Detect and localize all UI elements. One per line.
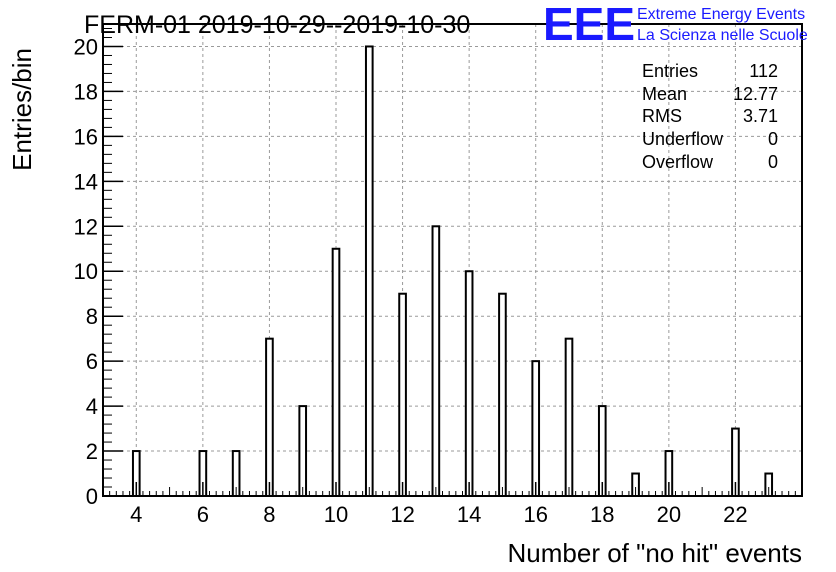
logo-line-1: Extreme Energy Events: [637, 6, 805, 23]
y-axis-title: Entries/bin: [7, 48, 37, 171]
histogram-bars: [131, 45, 774, 498]
y-tick-label: 2: [86, 439, 98, 464]
x-tick-label: 20: [657, 502, 681, 527]
stats-box: Entries 112 Mean 12.77 RMS 3.71 Underflo…: [642, 61, 778, 172]
histogram-bar: [531, 360, 541, 497]
plot-frame: [102, 23, 803, 497]
x-tick-label: 12: [390, 502, 414, 527]
y-tick-label: 20: [74, 34, 98, 59]
x-tick-label: 22: [723, 502, 747, 527]
stat-value-underflow: 0: [768, 129, 778, 149]
x-tick-label: 4: [130, 502, 142, 527]
y-tick-label: 0: [86, 484, 98, 509]
stat-label-mean: Mean: [642, 84, 687, 104]
axis-ticks: [102, 27, 796, 497]
stat-label-entries: Entries: [642, 61, 698, 81]
stat-label-rms: RMS: [642, 106, 682, 126]
y-tick-label: 14: [74, 169, 98, 194]
y-tick-label: 8: [86, 304, 98, 329]
y-tick-label: 16: [74, 124, 98, 149]
histogram-bar: [364, 45, 374, 497]
stat-value-entries: 112: [749, 61, 778, 81]
x-tick-label: 18: [590, 502, 614, 527]
logo-mark: EEE: [543, 0, 635, 50]
stat-value-overflow: 0: [768, 152, 778, 172]
histogram-bar: [298, 405, 308, 498]
logo-line-2: La Scienza nelle Scuole: [637, 27, 808, 44]
histogram-bar: [331, 247, 341, 497]
stat-label-overflow: Overflow: [642, 152, 714, 172]
y-tick-label: 18: [74, 79, 98, 104]
x-tick-label: 6: [197, 502, 209, 527]
stat-value-mean: 12.77: [733, 84, 778, 104]
y-tick-label: 12: [74, 214, 98, 239]
y-tick-label: 4: [86, 394, 98, 419]
histogram-bar: [498, 292, 507, 498]
y-tick-label: 10: [74, 259, 98, 284]
y-tick-label: 6: [86, 349, 98, 374]
x-axis-title: Number of "no hit" events: [508, 538, 803, 568]
histogram-bar: [431, 225, 441, 498]
histogram-bar: [398, 292, 407, 498]
stat-label-underflow: Underflow: [642, 129, 724, 149]
x-tick-label: 16: [523, 502, 547, 527]
grid: [103, 24, 802, 496]
x-tick-label: 8: [263, 502, 275, 527]
histogram-bar: [564, 337, 574, 497]
tick-labels: 4 6 8 10 12 14 16 18 20 22 0 2 4 6 8 10 12 14 16 18 20: [74, 34, 748, 527]
x-tick-label: 14: [457, 502, 481, 527]
eee-logo: EEE Extreme Energy Events La Scienza nel…: [543, 0, 808, 50]
histogram-bar: [464, 270, 474, 497]
chart-title: FERM-01 2019-10-29--2019-10-30: [84, 11, 470, 39]
histogram-bar: [265, 337, 274, 497]
x-tick-label: 10: [324, 502, 348, 527]
stat-value-rms: 3.71: [743, 106, 778, 126]
